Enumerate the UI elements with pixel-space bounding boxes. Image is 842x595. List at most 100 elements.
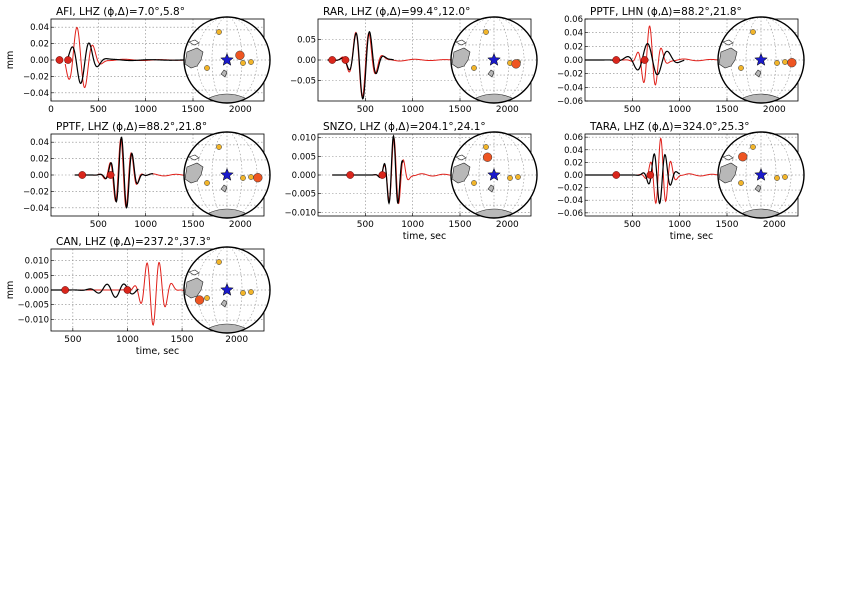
australia-land <box>718 47 738 69</box>
station-marker <box>216 259 222 265</box>
x-tick-label: 1500 <box>182 105 205 115</box>
arrival-marker <box>346 171 355 179</box>
globe-inset <box>717 131 805 219</box>
station-marker <box>483 29 489 35</box>
arrival-marker <box>78 171 87 179</box>
y-tick-label: 0.00 <box>30 171 49 181</box>
observed-trace <box>585 152 680 205</box>
island-land <box>455 154 467 161</box>
x-tick-label: 2000 <box>763 220 786 230</box>
y-axis-label: mm <box>5 281 16 300</box>
station-highlight <box>253 173 263 183</box>
x-tick-label: 500 <box>624 105 641 115</box>
arrival-marker <box>640 56 649 64</box>
arrival-marker <box>612 171 621 179</box>
australia-land <box>451 162 471 184</box>
seismogram-panel: TARA, LHZ (ϕ,Δ)=324.0°,25.3° 500 1000 1500 2… <box>557 121 805 242</box>
y-tick-label: 0.06 <box>564 15 583 25</box>
graticule-meridian <box>211 17 243 103</box>
x-axis-label: time, sec <box>403 231 447 242</box>
y-tick-label: −0.005 <box>18 301 49 311</box>
panel-title: SNZO, LHZ (ϕ,Δ)=204.1°,24.1° <box>323 121 486 133</box>
station-marker <box>774 60 780 66</box>
arrival-marker <box>55 56 64 64</box>
arrival-marker <box>64 56 72 64</box>
y-tick-label: 0.000 <box>25 286 49 296</box>
station-highlight <box>194 295 205 305</box>
station-highlight <box>511 59 521 69</box>
y-tick-label: 0.00 <box>564 56 583 66</box>
panel-title: PPTF, LHZ (ϕ,Δ)=88.2°,21.8° <box>56 121 207 133</box>
epicenter-star <box>754 167 768 181</box>
y-tick-label: 0.00 <box>297 56 316 66</box>
globe-content <box>184 247 270 333</box>
y-tick-label: −0.04 <box>23 89 49 99</box>
x-axis-label: time, sec <box>670 231 714 242</box>
station-marker <box>240 175 246 181</box>
globe-outline <box>450 131 538 219</box>
x-tick-label: 1000 <box>668 220 691 230</box>
observed-trace <box>74 136 154 209</box>
y-tick-label: −0.02 <box>23 187 49 197</box>
arrival-marker <box>646 171 655 179</box>
observed-trace <box>327 30 394 100</box>
epicenter-star <box>487 167 501 181</box>
seismogram-panel: RAR, LHZ (ϕ,Δ)=99.4°,12.0° 500 1000 1500 200… <box>290 6 538 115</box>
y-tick-label: 0.010 <box>292 134 316 144</box>
antarctica-land <box>208 323 246 333</box>
x-tick-label: 2000 <box>496 220 519 230</box>
seismogram-panel: SNZO, LHZ (ϕ,Δ)=204.1°,24.1° 500 1000 1500 2… <box>285 121 538 242</box>
y-tick-label: 0.00 <box>30 56 49 66</box>
y-tick-label: 0.02 <box>564 158 583 168</box>
globe-inset <box>183 16 271 104</box>
x-tick-label: 500 <box>90 105 107 115</box>
seismogram-panel: PPTF, LHZ (ϕ,Δ)=88.2°,21.8° 500 1000 1500 20… <box>23 121 271 230</box>
graticule-meridian <box>211 132 243 218</box>
y-tick-label: 0.02 <box>564 42 583 52</box>
x-tick-label: 1000 <box>134 220 157 230</box>
epicenter-star <box>487 52 501 66</box>
station-highlight <box>787 58 797 68</box>
globe-content <box>184 132 270 218</box>
y-tick-label: −0.04 <box>557 83 583 93</box>
graticule-meridian <box>478 132 510 218</box>
station-marker <box>774 175 780 181</box>
y-tick-label: 0.005 <box>25 271 49 281</box>
arrival-marker <box>106 171 115 179</box>
y-tick-label: −0.04 <box>557 196 583 206</box>
station-marker <box>248 174 254 180</box>
graticule-meridian <box>745 17 777 103</box>
panel-title: TARA, LHZ (ϕ,Δ)=324.0°,25.3° <box>589 121 750 133</box>
graticule-meridian <box>211 247 243 333</box>
newzealand-land <box>754 69 762 78</box>
australia-land <box>451 47 471 69</box>
x-tick-label: 2000 <box>229 105 252 115</box>
globe-content <box>718 17 804 103</box>
arrival-marker <box>378 171 387 179</box>
y-tick-label: −0.02 <box>557 184 583 194</box>
station-marker <box>750 144 756 150</box>
globe-content <box>718 132 804 218</box>
newzealand-land <box>220 184 228 193</box>
panel-title: AFI, LHZ (ϕ,Δ)=7.0°,5.8° <box>56 6 185 18</box>
antarctica-land <box>742 93 780 103</box>
globe-inset <box>450 16 538 104</box>
antarctica-land <box>208 208 246 218</box>
station-marker <box>782 59 788 65</box>
station-marker <box>240 290 246 296</box>
australia-land <box>184 47 204 69</box>
y-tick-label: −0.04 <box>23 204 49 214</box>
station-marker <box>204 65 210 71</box>
newzealand-land <box>487 69 495 78</box>
y-tick-label: 0.04 <box>564 146 583 156</box>
y-tick-label: 0.04 <box>30 138 49 148</box>
x-tick-label: 1000 <box>116 335 139 345</box>
seismogram-panel: CAN, LHZ (ϕ,Δ)=237.2°,37.3° 500 1000 1500 20… <box>5 236 271 357</box>
arrival-marker <box>123 286 132 294</box>
station-marker <box>471 180 477 186</box>
globe-inset <box>183 246 271 334</box>
station-marker <box>471 65 477 71</box>
epicenter-star <box>754 52 768 66</box>
graticule-meridian <box>478 17 510 103</box>
seismogram-panel: PPTF, LHN (ϕ,Δ)=88.2°,21.8° 500 1000 1500 20… <box>557 6 805 115</box>
